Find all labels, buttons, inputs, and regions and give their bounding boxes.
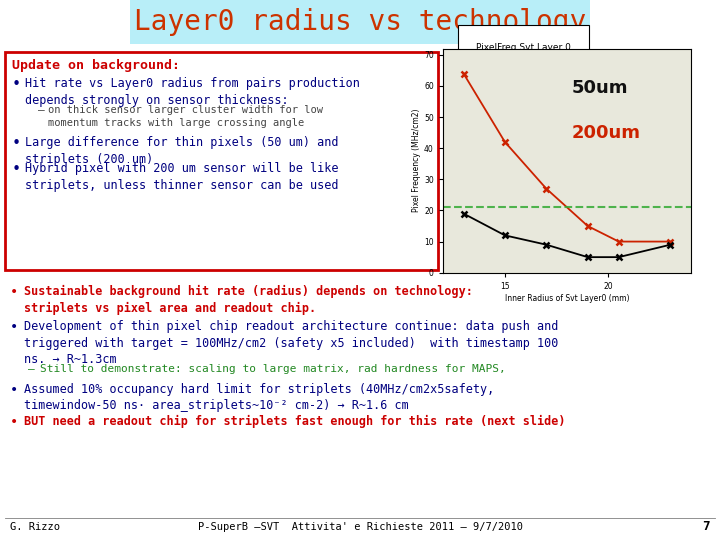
Text: Hit rate vs Layer0 radius from pairs production
depends strongly on sensor thick: Hit rate vs Layer0 radius from pairs pro… [25, 77, 360, 107]
Y-axis label: Pixel Frequency (MHz/cm2): Pixel Frequency (MHz/cm2) [413, 109, 421, 212]
X-axis label: Inner Radius of Svt Layer0 (mm): Inner Radius of Svt Layer0 (mm) [505, 294, 629, 302]
Text: Hybrid pixel with 200 um sensor will be like
striplets, unless thinner sensor ca: Hybrid pixel with 200 um sensor will be … [25, 162, 338, 192]
Text: PixelFreq Svt Layer 0: PixelFreq Svt Layer 0 [476, 44, 571, 52]
Text: Large difference for thin pixels (50 um) and
striplets (200 um): Large difference for thin pixels (50 um)… [25, 136, 338, 166]
Text: –: – [38, 105, 45, 115]
Text: •: • [12, 136, 21, 151]
Text: •: • [10, 285, 19, 299]
Text: Layer0 radius vs technology: Layer0 radius vs technology [134, 8, 586, 36]
Text: –: – [28, 364, 35, 374]
Bar [130, 0, 590, 44]
Text: •: • [10, 320, 19, 334]
Text: 7: 7 [703, 521, 710, 534]
FancyBboxPatch shape [5, 52, 438, 270]
Text: Development of thin pixel chip readout architecture continue: data push and
trig: Development of thin pixel chip readout a… [24, 320, 559, 366]
Text: on thick sensor larger cluster width for low
momentum tracks with large crossing: on thick sensor larger cluster width for… [48, 105, 323, 128]
Text: •: • [12, 77, 21, 92]
Text: 200um: 200um [572, 124, 641, 142]
Text: P-SuperB –SVT  Attivita' e Richieste 2011 – 9/7/2010: P-SuperB –SVT Attivita' e Richieste 2011… [197, 522, 523, 532]
Text: •: • [10, 415, 19, 429]
Text: G. Rizzo: G. Rizzo [10, 522, 60, 532]
Text: Update on background:: Update on background: [12, 59, 180, 72]
Text: BUT need a readout chip for striplets fast enough for this rate (next slide): BUT need a readout chip for striplets fa… [24, 415, 565, 428]
Text: 50um: 50um [572, 79, 629, 97]
Text: Assumed 10% occupancy hard limit for striplets (40MHz/cm2x5safety,
timewindow-50: Assumed 10% occupancy hard limit for str… [24, 383, 494, 413]
Text: Still to demonstrate: scaling to large matrix, rad hardness for MAPS,: Still to demonstrate: scaling to large m… [40, 364, 505, 374]
Text: •: • [12, 162, 21, 177]
Text: Sustainable background hit rate (radius) depends on technology:
striplets vs pix: Sustainable background hit rate (radius)… [24, 285, 473, 315]
Text: •: • [10, 383, 19, 397]
